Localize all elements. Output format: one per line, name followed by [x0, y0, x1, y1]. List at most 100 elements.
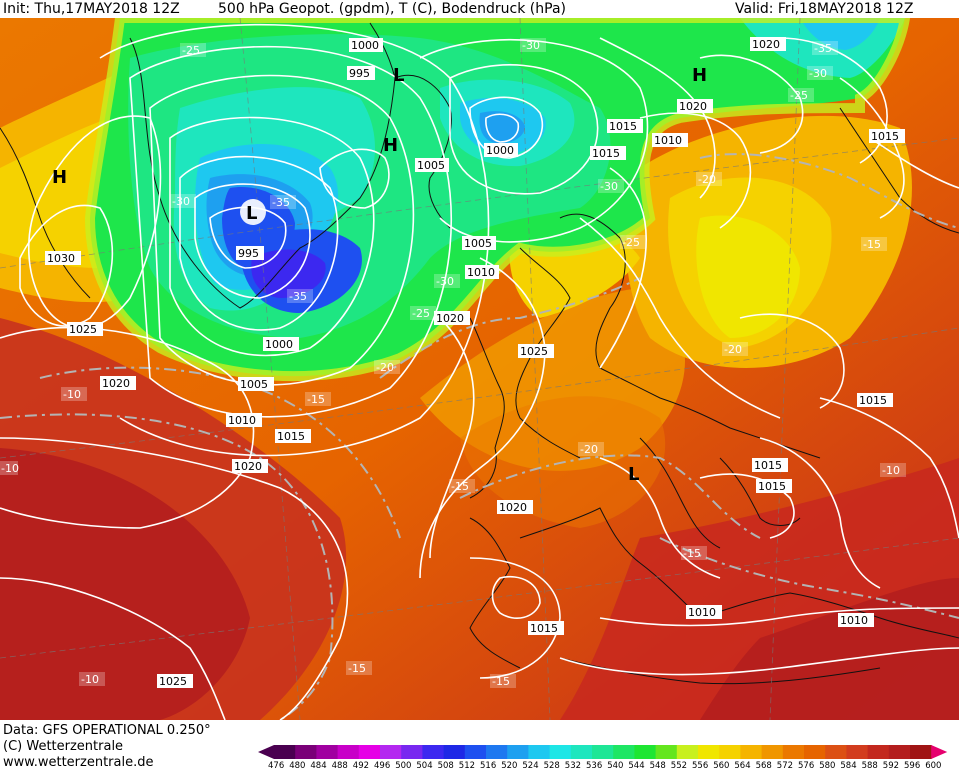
temp-label: -35 — [814, 42, 832, 55]
temp-label: -30 — [522, 39, 540, 52]
legend-swatch — [676, 745, 699, 759]
legend-swatch — [910, 745, 932, 759]
legend-tick-label: 520 — [501, 761, 517, 770]
temp-label: -10 — [1, 462, 19, 475]
legend-arrow-left — [258, 745, 274, 759]
high-pressure-marker: H — [52, 167, 67, 188]
legend-tick-label: 512 — [459, 761, 475, 770]
legend-tick-label: 564 — [734, 761, 750, 770]
isobar-label: 1010 — [840, 614, 868, 627]
temp-label: -15 — [348, 662, 366, 675]
legend-swatch — [698, 745, 720, 759]
valid-time: Valid: Fri,18MAY2018 12Z — [735, 1, 914, 17]
temp-label: -10 — [81, 673, 99, 686]
legend-swatch — [380, 745, 402, 759]
isobar-label: 1020 — [436, 312, 464, 325]
isobar-label: 1015 — [871, 130, 899, 143]
map-title: 500 hPa Geopot. (gpdm), T (C), Bodendruc… — [218, 1, 566, 17]
init-time: Init: Thu,17MAY2018 12Z — [3, 1, 180, 17]
temp-label: -35 — [272, 196, 290, 209]
isobar-label: 1010 — [688, 606, 716, 619]
legend-swatch — [507, 745, 529, 759]
temp-label: -25 — [622, 236, 640, 249]
legend-swatch — [358, 745, 381, 759]
temp-label: -30 — [172, 195, 190, 208]
legend-swatch — [719, 745, 741, 759]
isobar-label: 1020 — [499, 501, 527, 514]
legend-tick-label: 524 — [522, 761, 538, 770]
isobar-label: 1020 — [102, 377, 130, 390]
temp-label: -25 — [790, 89, 808, 102]
legend-tick-label: 600 — [925, 761, 941, 770]
data-source: Data: GFS OPERATIONAL 0.250° — [3, 723, 211, 738]
isobar-label: 1005 — [240, 378, 268, 391]
isobar-label: 1000 — [486, 144, 514, 157]
temp-label: -10 — [63, 388, 81, 401]
temp-label: -10 — [882, 464, 900, 477]
legend-tick-label: 584 — [840, 761, 856, 770]
map-header: Init: Thu,17MAY2018 12Z 500 hPa Geopot. … — [0, 0, 959, 18]
legend-tick-label: 488 — [332, 761, 348, 770]
weather-map: 1000 995 1000 1005 995 1005 1010 1020 10… — [0, 18, 959, 720]
legend-tick-label: 540 — [607, 761, 623, 770]
legend-tick-label: 548 — [650, 761, 666, 770]
legend-swatch — [549, 745, 572, 759]
legend-tick-label: 544 — [628, 761, 644, 770]
color-legend: 476 480 484 488 492 496 500 504 508 512 516 520 524 5… — [256, 723, 959, 771]
high-pressure-marker: H — [383, 135, 398, 156]
legend-swatch — [740, 745, 763, 759]
isobar-label: 995 — [349, 67, 370, 80]
legend-swatch — [422, 745, 445, 759]
temp-label: -15 — [863, 238, 881, 251]
legend-tick-label: 568 — [756, 761, 772, 770]
isobar-label: 1025 — [520, 345, 548, 358]
isobar-labels: 1000 995 1000 1005 995 1005 1010 1020 10… — [45, 37, 905, 688]
pressure-systems: H H L H L L — [52, 65, 707, 485]
legend-tick-label: 480 — [289, 761, 305, 770]
legend-tick-label: 536 — [586, 761, 602, 770]
legend-arrow-right — [931, 745, 948, 759]
isobar-label: 1030 — [47, 252, 75, 265]
isobar-label: 1010 — [654, 134, 682, 147]
isobar-label: 1020 — [752, 38, 780, 51]
legend-swatch — [464, 745, 487, 759]
legend-swatch — [804, 745, 826, 759]
legend-tick-label: 588 — [862, 761, 878, 770]
isobar-label: 1000 — [351, 39, 379, 52]
legend-swatch — [274, 745, 296, 759]
temp-label: -30 — [809, 67, 827, 80]
legend-tick-label: 560 — [713, 761, 729, 770]
legend-tick-label: 504 — [416, 761, 432, 770]
isobar-label: 1015 — [609, 120, 637, 133]
coastlines — [0, 22, 959, 685]
temp-label: -15 — [492, 675, 510, 688]
legend-tick-label: 552 — [671, 761, 687, 770]
legend-swatch — [570, 745, 593, 759]
legend-swatch — [846, 745, 869, 759]
legend-tick-label: 484 — [310, 761, 326, 770]
low-pressure-marker: L — [628, 464, 639, 485]
temp-label: -20 — [580, 443, 598, 456]
temp-label: -15 — [683, 547, 701, 560]
temp-label: -20 — [698, 173, 716, 186]
isobar-label: 1020 — [679, 100, 707, 113]
isobar-label: 1015 — [754, 459, 782, 472]
map-canvas: 1000 995 1000 1005 995 1005 1010 1020 10… — [0, 18, 959, 720]
isobar-label: 1015 — [859, 394, 887, 407]
copyright: (C) Wetterzentrale — [3, 739, 124, 754]
legend-tick-label: 476 — [268, 761, 284, 770]
isobar-label: 1025 — [69, 323, 97, 336]
legend-tick-label: 500 — [395, 761, 411, 770]
legend-swatch — [782, 745, 805, 759]
legend-tick-label: 516 — [480, 761, 496, 770]
isobar-label: 1015 — [277, 430, 305, 443]
low-pressure-marker: L — [393, 65, 404, 86]
isobar-label: 1005 — [464, 237, 492, 250]
legend-swatch — [528, 745, 551, 759]
legend-tick-label: 556 — [692, 761, 708, 770]
legend-swatch — [867, 745, 890, 759]
temp-label: -15 — [307, 393, 325, 406]
isobar-label: 995 — [238, 247, 259, 260]
geopotential-fill — [0, 18, 959, 720]
temp-label: -35 — [289, 290, 307, 303]
